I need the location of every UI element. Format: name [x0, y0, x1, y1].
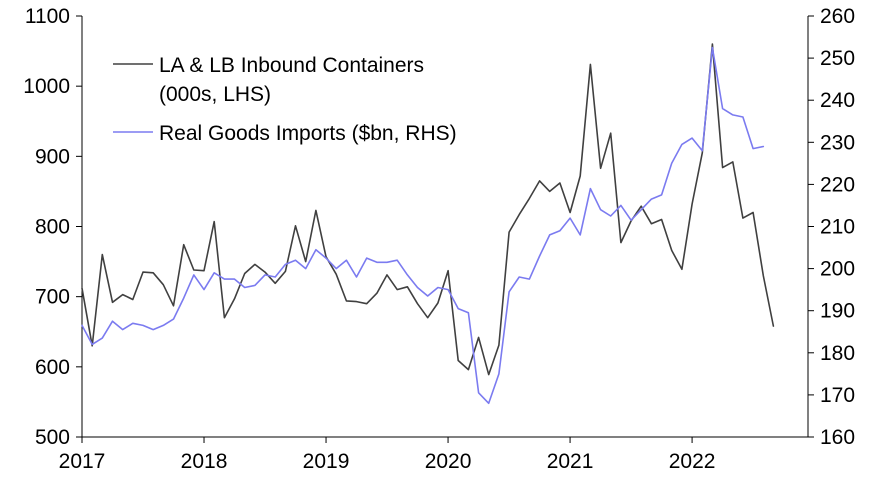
left-y-tick-label: 1100: [25, 5, 70, 28]
series-line-imports: [81, 46, 765, 405]
right-y-tick-label: 200: [820, 258, 855, 281]
right-y-tick-label: 170: [820, 384, 855, 407]
chart-lines: [81, 43, 775, 405]
left-y-tick-label: 600: [35, 356, 70, 379]
right-y-tick-label: 210: [820, 216, 855, 239]
chart-axes: [81, 16, 809, 438]
legend-label-containers-line2: (000s, LHS): [159, 83, 271, 106]
series-line-containers: [81, 43, 775, 376]
left-y-tick-label: 500: [35, 426, 70, 449]
left-y-tick-label: 900: [35, 145, 70, 168]
left-y-tick-label: 700: [35, 286, 70, 309]
chart-ticks: 500 600 700 800 900 1000 1100 160 170 180 190 200 21…: [23, 5, 855, 473]
x-tick-label: 2021: [547, 450, 594, 473]
x-tick-label: 2019: [303, 450, 350, 473]
x-tick-label: 2022: [669, 450, 716, 473]
right-y-tick-label: 190: [820, 300, 855, 323]
x-tick-label: 2018: [181, 450, 228, 473]
right-y-tick-label: 250: [820, 47, 855, 70]
left-y-tick-label: 800: [35, 216, 70, 239]
legend-label-containers-line1: LA & LB Inbound Containers: [159, 54, 424, 77]
right-y-tick-label: 180: [820, 342, 855, 365]
legend-label-imports: Real Goods Imports ($bn, RHS): [159, 122, 457, 145]
left-y-tick-label: 1000: [23, 75, 70, 98]
x-tick-label: 2020: [425, 450, 472, 473]
chart-legend: LA & LB Inbound Containers (000s, LHS) R…: [113, 54, 457, 145]
right-y-tick-label: 220: [820, 173, 855, 196]
right-y-tick-label: 260: [820, 5, 855, 28]
right-y-tick-label: 160: [820, 426, 855, 449]
right-y-tick-label: 230: [820, 131, 855, 154]
right-y-tick-label: 240: [820, 89, 855, 112]
x-tick-label: 2017: [59, 450, 106, 473]
